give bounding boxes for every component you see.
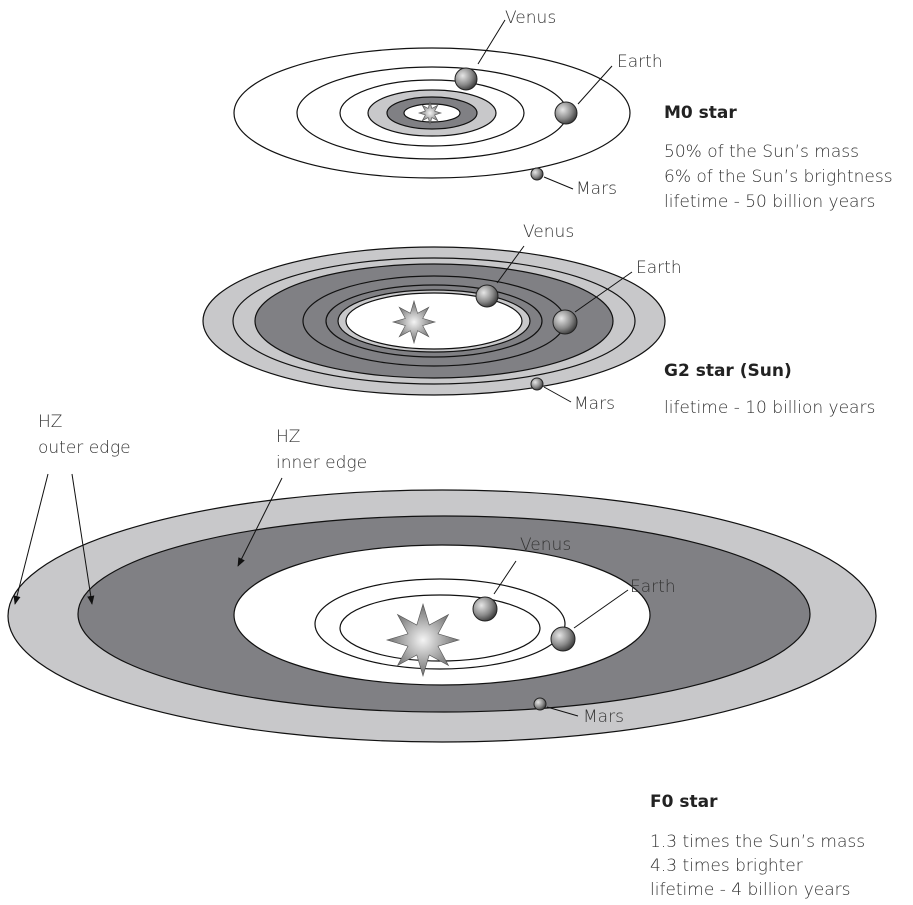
planet-label: Venus [505, 8, 556, 28]
star [393, 301, 435, 343]
star-group [393, 301, 435, 343]
m0-system: Venus Earth Mars M0 star 50% of the Sun’… [234, 8, 893, 212]
planet [531, 378, 543, 390]
description: lifetime - 50 billion years [664, 192, 875, 212]
planet [476, 285, 498, 307]
planet [553, 310, 577, 334]
leader-line [544, 177, 573, 189]
planet-label: Earth [617, 52, 663, 72]
inner-zone [234, 545, 650, 685]
planet-label: Mars [574, 394, 615, 414]
star-name: F0 star [650, 792, 718, 812]
planet-label: Mars [576, 179, 617, 199]
planet-label: Venus [520, 535, 571, 555]
planet-label: Mars [583, 707, 624, 727]
description: 1.3 times the Sun’s mass [650, 832, 865, 852]
planet-label: Venus [523, 222, 574, 242]
hz-label: inner edge [276, 453, 367, 473]
planet [531, 168, 543, 180]
planet [473, 597, 497, 621]
description: 4.3 times brighter [650, 856, 803, 876]
star-group [387, 604, 459, 676]
description: lifetime - 10 billion years [664, 398, 875, 418]
planet [455, 68, 477, 90]
f0-system: Venus Earth Mars F0 star 1.3 times the S… [8, 490, 876, 900]
leader-line [478, 20, 505, 64]
planet [534, 698, 546, 710]
planet [551, 627, 575, 651]
description: 50% of the Sun’s mass [664, 142, 859, 162]
planet-label: Earth [636, 258, 682, 278]
star-name: M0 star [664, 103, 737, 123]
star-group [419, 102, 441, 124]
g2-system: Venus Earth Mars G2 star (Sun) lifetime … [203, 222, 875, 418]
diagram: Venus Earth Mars M0 star 50% of the Sun’… [0, 0, 913, 905]
leader-line [578, 66, 612, 104]
leader-line [544, 387, 571, 402]
hz-label: HZ [38, 412, 62, 432]
description: 6% of the Sun’s brightness [664, 167, 893, 187]
star-name: G2 star (Sun) [664, 361, 792, 381]
planet-label: Earth [630, 577, 676, 597]
star [419, 102, 441, 124]
planet [555, 102, 577, 124]
description: lifetime - 4 billion years [650, 880, 851, 900]
hz-label: outer edge [38, 438, 131, 458]
hz-label: HZ [276, 427, 300, 447]
star [387, 604, 459, 676]
